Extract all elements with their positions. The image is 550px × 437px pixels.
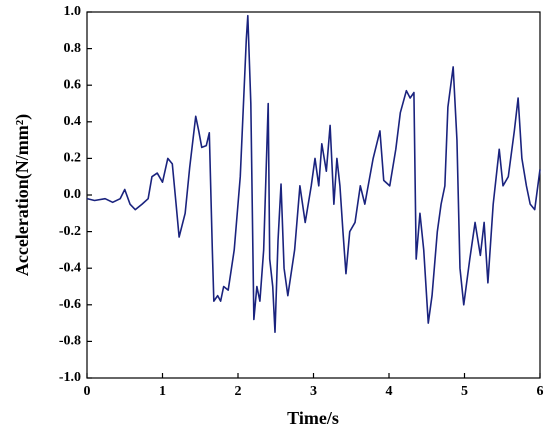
y-tick-label: 0.0 — [64, 187, 82, 202]
y-tick-label: 0.8 — [64, 41, 82, 56]
x-tick-label: 5 — [461, 384, 468, 399]
x-axis-label: Time/s — [287, 408, 339, 428]
data-line — [86, 14, 541, 334]
y-tick-label: 0.6 — [64, 77, 82, 92]
x-tick-label: 4 — [386, 384, 393, 399]
y-tick-label: -1.0 — [59, 370, 81, 385]
x-tick-label: 0 — [84, 384, 91, 399]
y-tick-label: -0.4 — [59, 260, 81, 275]
x-tick-label: 3 — [310, 384, 317, 399]
plot-frame — [86, 11, 541, 379]
y-tick-label: -0.8 — [59, 334, 81, 349]
x-tick-label: 1 — [159, 384, 166, 399]
y-tick-label: 0.4 — [64, 114, 82, 129]
x-tick-label: 6 — [537, 384, 544, 399]
y-tick-label: -0.2 — [59, 224, 81, 239]
y-axis-label: Acceleration(N/mm²) — [12, 114, 33, 276]
y-tick-label: 0.2 — [64, 151, 82, 166]
y-tick-label: 1.0 — [64, 4, 82, 19]
x-tick-label: 2 — [235, 384, 242, 399]
y-tick-label: -0.6 — [59, 297, 81, 312]
